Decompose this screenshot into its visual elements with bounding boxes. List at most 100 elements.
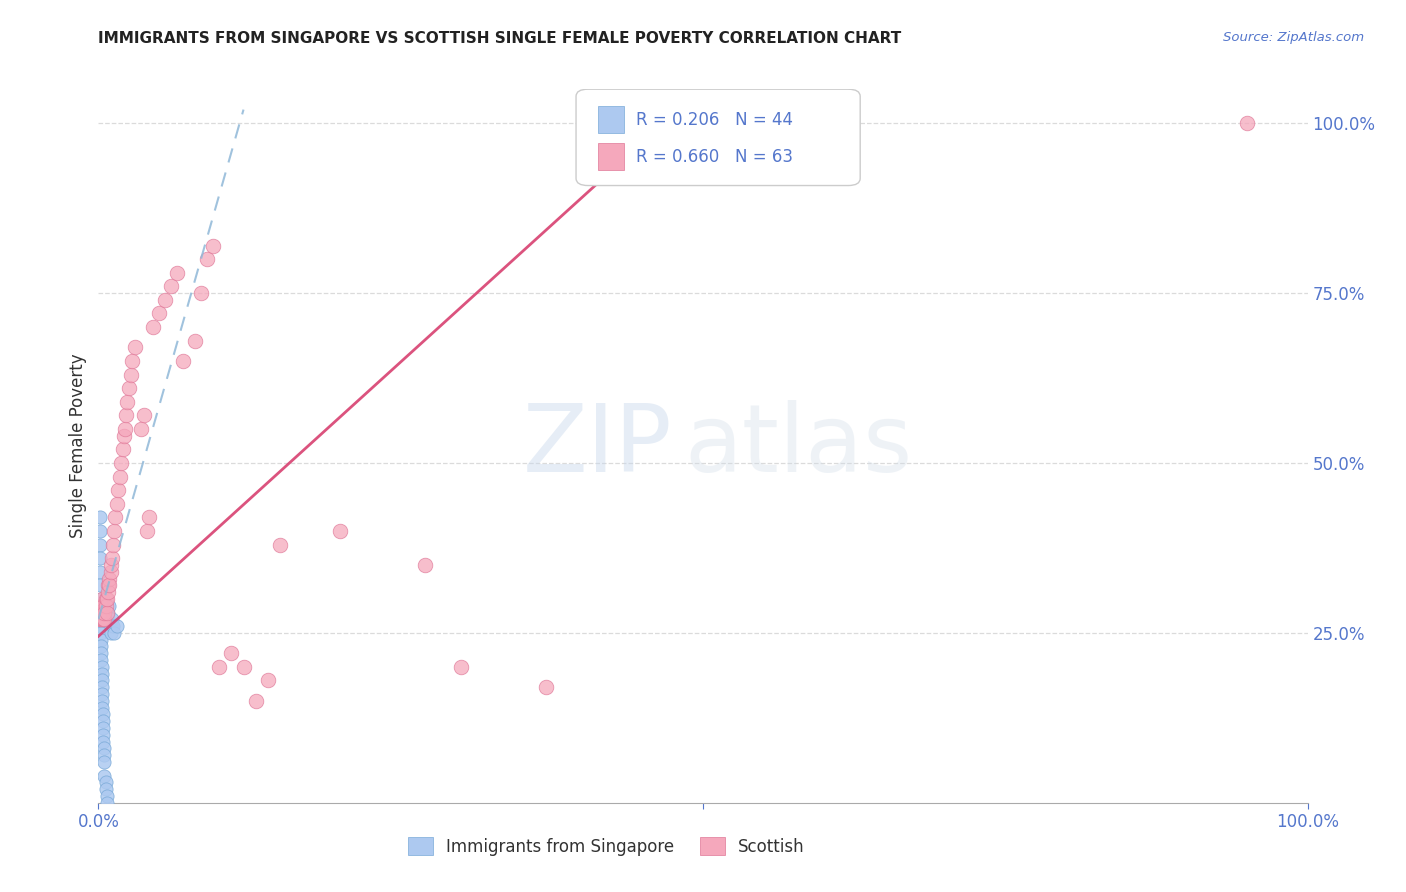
Point (91, 666, 114, 681)
Point (101, 537, 124, 551)
Point (93, 769, 115, 783)
Point (93, 612, 115, 626)
Point (160, 279, 183, 293)
Text: Source: ZipAtlas.com: Source: ZipAtlas.com (1223, 31, 1364, 45)
Point (94, 591, 117, 606)
Point (413, 558, 436, 572)
Point (91, 714, 114, 729)
Point (100, 565, 122, 579)
Point (97, 585, 120, 599)
Point (91, 734, 114, 748)
Point (89, 510, 111, 524)
Point (269, 537, 291, 551)
Point (118, 381, 141, 395)
Point (121, 354, 143, 368)
Point (90, 646, 112, 660)
Point (114, 422, 136, 436)
Point (90, 599, 112, 613)
Point (93, 755, 115, 769)
Point (91, 599, 114, 613)
Point (117, 394, 139, 409)
Point (89, 612, 111, 626)
Point (97, 606, 120, 620)
Point (91, 728, 114, 742)
Point (135, 524, 157, 538)
Point (208, 660, 231, 674)
Point (105, 619, 128, 633)
Point (90, 619, 112, 633)
Point (245, 694, 267, 708)
Point (256, 673, 278, 688)
Point (124, 341, 146, 355)
Point (195, 252, 218, 266)
Point (89, 578, 111, 592)
Point (111, 442, 134, 457)
Point (172, 354, 194, 368)
Point (96, 591, 118, 606)
Point (129, 422, 152, 436)
Point (100, 619, 122, 633)
Point (90, 591, 112, 606)
Point (100, 558, 122, 572)
Point (96, 789, 118, 803)
Point (97, 612, 120, 626)
FancyBboxPatch shape (598, 143, 624, 170)
Point (101, 619, 124, 633)
Point (91, 707, 114, 722)
Text: atlas: atlas (685, 400, 912, 492)
Point (534, 680, 557, 694)
Point (184, 334, 207, 348)
Point (89, 606, 111, 620)
Legend: Immigrants from Singapore, Scottish: Immigrants from Singapore, Scottish (401, 830, 811, 863)
Point (153, 293, 176, 307)
Text: R = 0.660   N = 63: R = 0.660 N = 63 (637, 148, 793, 166)
Point (108, 469, 131, 483)
Point (142, 320, 165, 334)
Point (329, 524, 352, 538)
Point (98, 599, 121, 613)
Point (103, 524, 125, 538)
Point (91, 612, 114, 626)
Point (202, 238, 225, 252)
Point (1236, 116, 1258, 130)
Y-axis label: Single Female Poverty: Single Female Poverty (69, 354, 87, 538)
Point (148, 306, 170, 320)
Point (90, 626, 112, 640)
Point (96, 796, 118, 810)
Point (91, 700, 114, 714)
Point (94, 782, 117, 797)
Point (90, 640, 112, 654)
Point (91, 591, 114, 606)
Point (91, 606, 114, 620)
Point (91, 721, 114, 735)
Point (91, 660, 114, 674)
Point (91, 687, 114, 701)
Point (93, 741, 115, 756)
Point (105, 497, 128, 511)
Point (91, 612, 114, 626)
FancyBboxPatch shape (576, 89, 860, 186)
Point (166, 266, 188, 280)
Point (90, 612, 112, 626)
Point (100, 551, 122, 566)
Point (90, 653, 112, 667)
Point (104, 510, 127, 524)
Point (120, 368, 142, 382)
Point (138, 510, 160, 524)
Point (98, 578, 121, 592)
Point (89, 551, 111, 566)
Point (103, 626, 125, 640)
Text: ZIP: ZIP (523, 400, 672, 492)
Point (90, 612, 112, 626)
Point (221, 646, 243, 660)
Text: IMMIGRANTS FROM SINGAPORE VS SCOTTISH SINGLE FEMALE POVERTY CORRELATION CHART: IMMIGRANTS FROM SINGAPORE VS SCOTTISH SI… (98, 31, 901, 46)
Point (100, 626, 122, 640)
Point (94, 599, 117, 613)
Point (93, 606, 115, 620)
Point (190, 286, 212, 301)
FancyBboxPatch shape (598, 106, 624, 133)
Point (90, 606, 112, 620)
Point (93, 748, 115, 763)
Point (100, 612, 122, 626)
Point (112, 429, 135, 443)
